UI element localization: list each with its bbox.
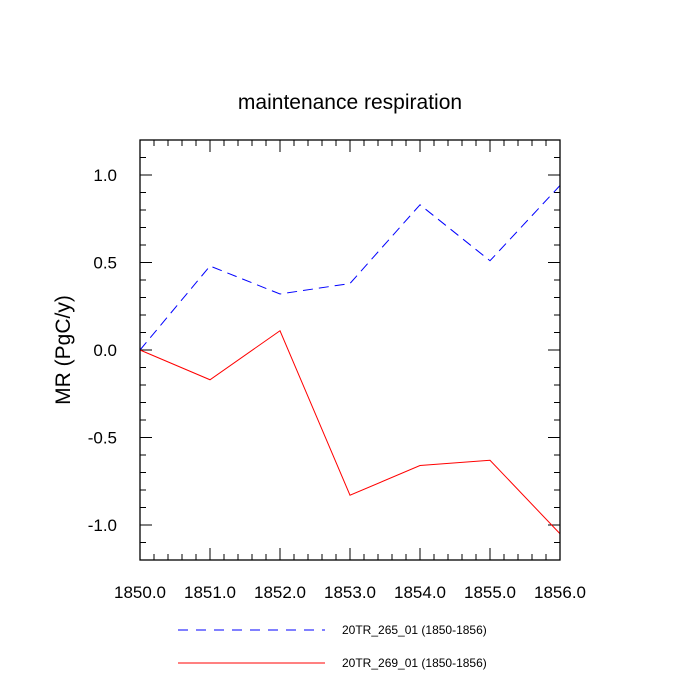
axis-ticks	[139, 139, 561, 561]
chart-title: maintenance respiration	[238, 91, 462, 114]
legend-label-2: 20TR_269_01 (1850-1856)	[342, 656, 487, 670]
plot-frame	[139, 139, 561, 561]
y-tick-label: 0.5	[93, 254, 117, 273]
legend: 20TR_265_01 (1850-1856) 20TR_269_01 (1850…	[178, 623, 487, 670]
y-tick-labels: -1.0 -0.5 0.0 0.5 1.0	[88, 166, 117, 535]
x-tick-label: 1852.0	[254, 583, 306, 602]
series-line-2	[139, 329, 561, 535]
x-tick-label: 1856.0	[534, 583, 586, 602]
x-tick-labels: 1850.0 1851.0 1852.0 1853.0 1854.0 1855.0 1856…	[114, 583, 586, 602]
y-tick-label: 1.0	[93, 166, 117, 185]
y-axis-label: MR (PgC/y)	[52, 295, 75, 405]
series-line-1	[139, 185, 561, 351]
x-tick-label: 1855.0	[464, 583, 516, 602]
x-tick-label: 1851.0	[184, 583, 236, 602]
plot-series	[139, 185, 561, 535]
x-tick-label: 1854.0	[394, 583, 446, 602]
x-tick-label: 1853.0	[324, 583, 376, 602]
legend-label-1: 20TR_265_01 (1850-1856)	[342, 623, 487, 637]
y-tick-label: 0.0	[93, 341, 117, 360]
y-tick-label: -1.0	[88, 516, 117, 535]
y-tick-label: -0.5	[88, 429, 117, 448]
x-tick-label: 1850.0	[114, 583, 166, 602]
